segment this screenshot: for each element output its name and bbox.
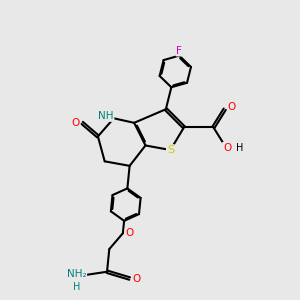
Text: O: O bbox=[228, 102, 236, 112]
Text: O: O bbox=[72, 118, 80, 128]
Text: O: O bbox=[132, 274, 141, 284]
Text: F: F bbox=[176, 46, 182, 56]
Text: O: O bbox=[125, 228, 134, 238]
Text: S: S bbox=[167, 145, 174, 155]
Text: H: H bbox=[236, 143, 243, 153]
Text: O: O bbox=[223, 143, 231, 153]
Text: NH: NH bbox=[98, 111, 114, 121]
Text: H: H bbox=[73, 282, 80, 292]
Text: NH₂: NH₂ bbox=[67, 269, 86, 279]
